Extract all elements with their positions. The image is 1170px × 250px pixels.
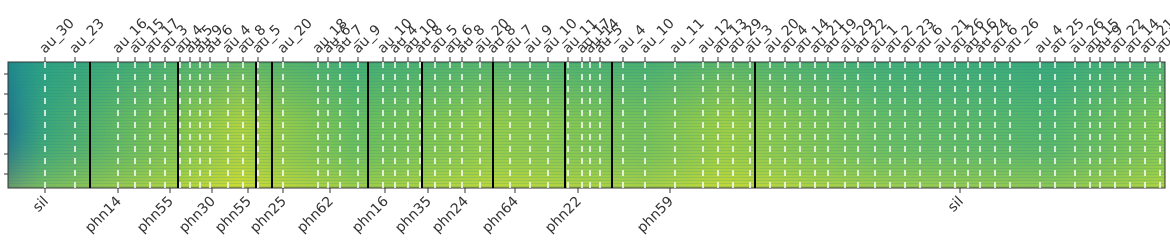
phone-label: phn25 — [247, 194, 290, 237]
phone-label: phn35 — [392, 194, 435, 237]
phone-label: phn24 — [429, 193, 472, 236]
phone-label: phn62 — [294, 194, 337, 237]
phone-label: phn55 — [134, 194, 177, 237]
phone-label: phn16 — [349, 193, 392, 236]
phone-label: phn30 — [176, 194, 219, 237]
y-axis-ticks — [4, 73, 8, 175]
phone-label: phn55 — [212, 194, 255, 237]
phone-label: phn22 — [542, 194, 585, 237]
phone-label: phn59 — [634, 194, 677, 237]
phone-label: sil — [30, 194, 52, 216]
phone-label: phn64 — [479, 193, 522, 236]
au-label: au_23 — [67, 16, 108, 57]
phone-label: sil — [945, 194, 967, 216]
phone-label: phn14 — [82, 193, 125, 236]
plot-frame — [7, 61, 1166, 189]
spectrogram-texture — [8, 62, 1165, 188]
